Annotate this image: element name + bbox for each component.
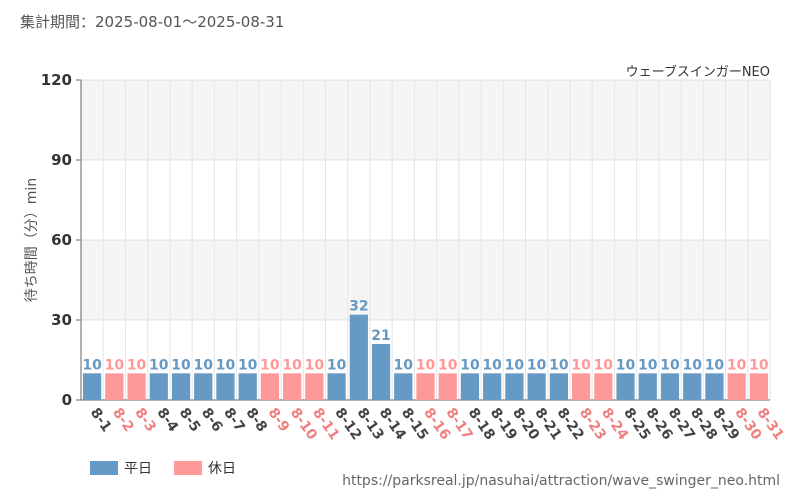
grid-band <box>81 240 770 320</box>
bar <box>394 373 413 400</box>
bar <box>327 373 346 400</box>
data-label: 10 <box>171 357 191 373</box>
bar <box>127 373 146 400</box>
data-label: 10 <box>238 357 258 373</box>
bar <box>638 373 657 400</box>
bar <box>83 373 102 400</box>
bar <box>594 373 613 400</box>
x-tick-label: 8-2 <box>109 405 137 435</box>
bar-layer <box>83 314 768 400</box>
y-tick-label: 60 <box>51 231 72 249</box>
bar <box>371 344 391 400</box>
bar <box>749 373 768 400</box>
period-text: 集計期間：2025-08-01～2025-08-31 <box>20 11 284 32</box>
legend: 平日 休日 <box>90 458 236 478</box>
bar <box>416 373 435 400</box>
legend-swatch-holiday <box>174 461 202 475</box>
bar <box>483 373 502 400</box>
bar <box>527 373 546 400</box>
bar <box>683 373 702 400</box>
data-label: 10 <box>149 357 169 373</box>
bar <box>171 373 191 400</box>
data-label: 10 <box>282 357 302 373</box>
period-range: 2025-08-01～2025-08-31 <box>95 13 285 31</box>
bar <box>616 373 635 400</box>
data-label: 10 <box>216 357 236 373</box>
data-label: 10 <box>438 357 458 373</box>
x-tick-label: 8-3 <box>131 405 159 435</box>
period-label: 集計期間： <box>20 13 96 31</box>
x-tick-label: 8-7 <box>220 405 248 435</box>
bar <box>238 373 257 400</box>
data-label: 10 <box>105 357 125 373</box>
bar <box>305 373 324 400</box>
source-url: https://parksreal.jp/nasuhai/attraction/… <box>342 473 780 489</box>
legend-label-holiday: 休日 <box>208 461 236 477</box>
data-label: 10 <box>127 357 147 373</box>
data-label: 10 <box>549 357 569 373</box>
legend-item-weekday: 平日 <box>90 458 152 478</box>
data-label: 10 <box>482 357 502 373</box>
bar <box>260 373 280 400</box>
bar <box>438 373 457 400</box>
data-label: 10 <box>193 357 213 373</box>
x-tick-label: 8-6 <box>198 405 226 435</box>
y-tick-label: 30 <box>51 311 72 329</box>
bar <box>194 373 213 400</box>
y-tick-label: 120 <box>41 71 72 89</box>
bar <box>549 373 568 400</box>
y-tick-label: 0 <box>62 391 72 409</box>
data-label: 10 <box>571 357 591 373</box>
x-tick-label: 8-1 <box>87 405 115 435</box>
data-label: 10 <box>682 357 702 373</box>
data-label: 10 <box>527 357 547 373</box>
y-axis-label: 待ち時間（分）min <box>24 178 40 302</box>
bar <box>571 373 591 400</box>
data-label: 10 <box>638 357 658 373</box>
x-tick-label: 8-4 <box>154 405 182 435</box>
bar <box>105 373 124 400</box>
bar <box>149 373 168 400</box>
data-label: 10 <box>327 357 347 373</box>
bar <box>349 314 368 400</box>
legend-label-weekday: 平日 <box>124 461 152 477</box>
attraction-name: ウェーブスインガーNEO <box>625 65 770 80</box>
data-label: 10 <box>705 357 725 373</box>
data-label: 10 <box>749 357 769 373</box>
data-label: 32 <box>349 299 368 315</box>
data-label: 10 <box>416 357 436 373</box>
legend-swatch-weekday <box>90 461 118 475</box>
bar <box>216 373 235 400</box>
bar <box>283 373 302 400</box>
data-label: 10 <box>394 357 414 373</box>
data-label: 10 <box>260 357 280 373</box>
data-label: 10 <box>727 357 747 373</box>
bar <box>505 373 524 400</box>
data-label: 10 <box>616 357 636 373</box>
data-label: 10 <box>460 357 480 373</box>
grid-band <box>81 80 770 160</box>
legend-item-holiday: 休日 <box>174 458 236 478</box>
data-label: 10 <box>82 357 102 373</box>
data-label: 21 <box>371 328 390 344</box>
bar <box>705 373 724 400</box>
data-label: 10 <box>305 357 325 373</box>
data-label: 10 <box>660 357 680 373</box>
bar <box>727 373 746 400</box>
x-tick-label: 8-5 <box>176 405 204 435</box>
x-tick-label: 8-9 <box>265 405 293 435</box>
bar <box>460 373 480 400</box>
bar <box>660 373 680 400</box>
data-label: 10 <box>505 357 525 373</box>
x-tick-label: 8-8 <box>242 405 270 435</box>
data-label: 10 <box>594 357 614 373</box>
y-tick-label: 90 <box>51 151 72 169</box>
grid-layer <box>80 79 771 401</box>
